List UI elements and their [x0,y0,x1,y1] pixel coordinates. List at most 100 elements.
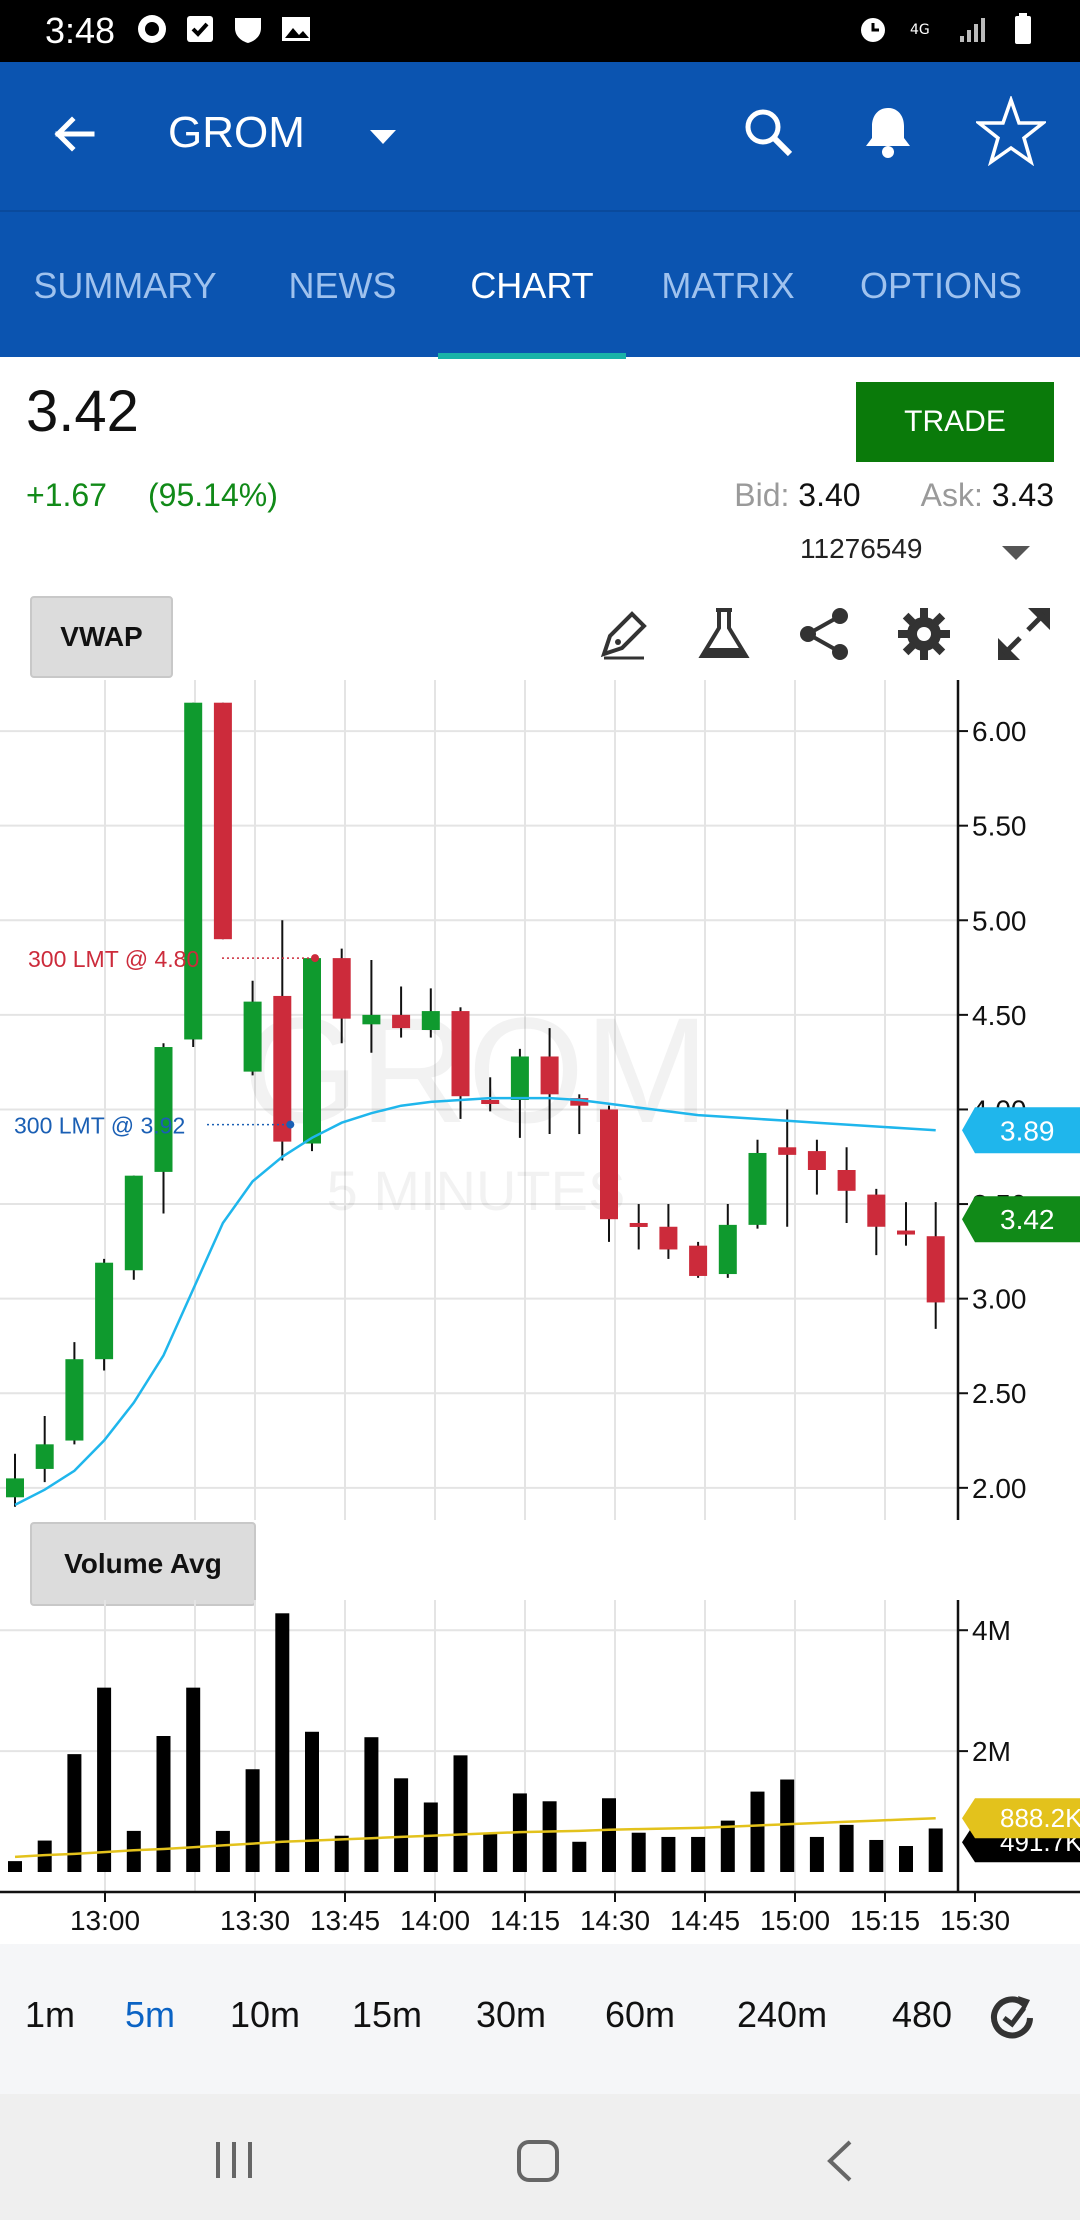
candle-up [35,1444,54,1469]
timeframe-60m[interactable]: 60m [605,1994,676,2035]
chevron-down-icon[interactable] [370,130,396,144]
volume-bar [899,1846,913,1872]
price-grid [0,680,958,1520]
time-tick-label: 13:00 [70,1905,140,1936]
back-arrow-icon[interactable] [48,108,100,160]
volume-bar [572,1841,587,1872]
volume-chart[interactable]: 4M 2M 13:00 13:30 13:45 14:00 14:15 14:30 14:45… [0,1600,1080,1944]
volume-avg-tag-label: 888.2K [1000,1803,1080,1833]
candle-down [540,1056,559,1095]
image-icon [282,17,310,41]
volume-bar [8,1861,22,1872]
account-chevron-down-icon[interactable] [1002,546,1030,560]
status-bar: 3:48 4G [0,0,1080,62]
volume-bar [809,1836,824,1872]
candle-down [778,1147,797,1155]
battery-icon [1015,13,1031,44]
price-tag-label: 3.42 [1000,1204,1055,1235]
back-icon[interactable] [822,2138,858,2184]
volume-avg-study-button[interactable]: Volume Avg [30,1522,256,1606]
tab-summary[interactable]: SUMMARY [33,264,217,306]
volume-axis-ticks: 4M 2M [958,1615,1011,1767]
symbol-selector[interactable]: GROM [168,108,305,157]
candle-down [570,1098,589,1106]
timeframe-bar: 1m 5m 10m 15m 30m 60m 240m 480 [0,1944,1080,2094]
alarm-icon [861,18,885,42]
candle-up [184,702,203,1040]
time-axis-ticks: 13:00 13:30 13:45 14:00 14:15 14:30 14:45 15:00… [70,1892,1010,1936]
order-line-marker [311,954,319,963]
studies-flask-icon[interactable] [694,604,754,664]
share-icon[interactable] [794,604,854,664]
active-tab-indicator [438,353,626,359]
time-tick-label: 13:45 [310,1905,380,1936]
time-tick-label: 14:00 [400,1905,470,1936]
vwap-study-button[interactable]: VWAP [30,596,173,678]
candle-down [213,702,232,940]
status-time: 3:48 [45,10,116,51]
bid-ask: Bid: 3.40 Ask: 3.43 [734,477,1054,514]
price-change-percent: (95.14%) [148,477,278,513]
bid-value: 3.40 [798,477,861,513]
volume-bar [839,1824,854,1872]
timeframe-10m[interactable]: 10m [230,1994,301,2035]
volume-bar [275,1613,290,1872]
volume-bar [720,1820,735,1872]
candles [6,702,945,1507]
order-line-marker [286,1120,295,1129]
timeframe-30m[interactable]: 30m [476,1994,547,2035]
recent-apps-icon[interactable] [212,2140,258,2180]
price-tag-background [962,1196,1080,1243]
bell-icon[interactable] [858,102,918,162]
price-change: +1.67 [26,477,107,513]
fullscreen-expand-icon[interactable] [994,604,1054,664]
timeframe-1m[interactable]: 1m [25,1994,76,2035]
timeframe-480m[interactable]: 480 [892,1994,952,2035]
candle-down [659,1226,678,1250]
price-tick-label: 2.50 [972,1378,1027,1409]
candle-down [332,958,351,1019]
refresh-icon[interactable] [984,1990,1040,2046]
volume-avg-tag: 888.2K [962,1798,1080,1839]
volume-bar [364,1737,379,1872]
time-tick-label: 15:00 [760,1905,830,1936]
tab-chart[interactable]: CHART [470,264,594,306]
timeframe-240m[interactable]: 240m [737,1994,828,2035]
volume-bar [334,1835,349,1872]
search-icon[interactable] [738,102,798,162]
star-icon[interactable] [976,96,1046,166]
tab-matrix[interactable]: MATRIX [661,264,795,306]
candle-up [303,958,321,1144]
volume-bar [869,1839,884,1872]
candle-up [748,1152,767,1225]
vwap-price-tag: 3.89 [962,1107,1080,1154]
account-selector[interactable]: 11276549 [800,533,923,564]
tab-news[interactable]: NEWS [288,264,397,306]
timeframe-5m[interactable]: 5m [125,1994,176,2035]
settings-gear-icon[interactable] [894,604,954,664]
volume-bar [305,1731,319,1872]
candle-up [421,1011,440,1030]
time-tick-label: 14:15 [490,1905,560,1936]
draw-pen-icon[interactable] [594,604,654,664]
volume-bar [750,1791,765,1872]
trade-button[interactable]: TRADE [856,382,1054,462]
volume-bar [691,1836,706,1872]
candle-down [629,1222,648,1227]
volume-bar [661,1836,676,1872]
candle-up [718,1224,737,1275]
vwap-line [14,1096,936,1507]
timeframe-15m[interactable]: 15m [352,1994,423,2035]
last-price-tag: 3.42 [962,1196,1080,1243]
home-icon[interactable] [515,2138,561,2184]
volume-bar [186,1687,201,1872]
order-line-label: 300 LMT @ 3.92 [14,1113,185,1139]
time-tick-label: 15:15 [850,1905,920,1936]
candle-down [600,1109,618,1220]
order-line-label: 300 LMT @ 4.80 [28,946,199,972]
ask-label: Ask: [920,477,983,513]
tab-options[interactable]: OPTIONS [859,264,1023,306]
candle-down [689,1245,708,1276]
tab-bar: SUMMARY NEWS CHART MATRIX OPTIONS [0,210,1080,359]
